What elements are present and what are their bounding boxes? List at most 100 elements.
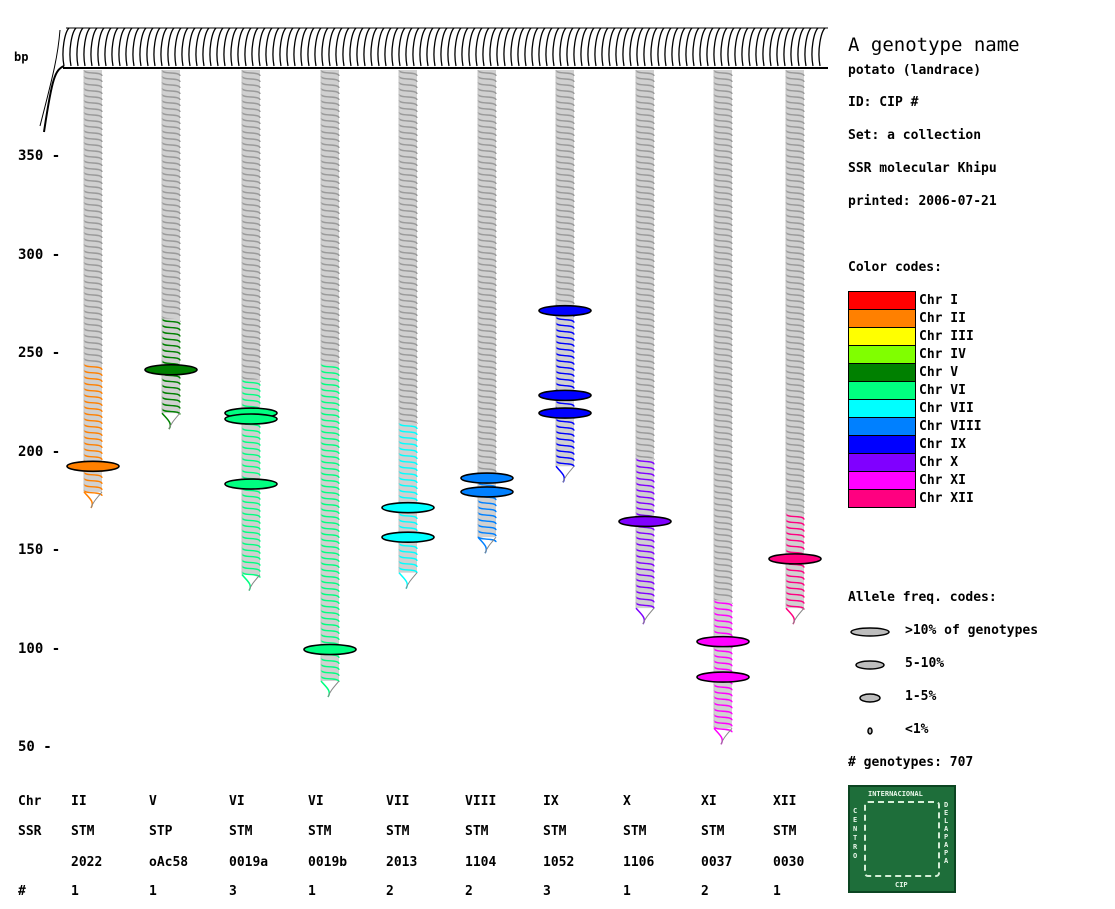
legend-swatch (848, 417, 916, 436)
khipu-diagram (39, 27, 828, 745)
logo-bottom-text: CIP (895, 881, 908, 889)
column-count: 3 (543, 884, 551, 899)
column-ssr-id: 1106 (623, 855, 655, 870)
collection-set: Set: a collection (848, 128, 982, 143)
column-count: 1 (308, 884, 316, 899)
legend-row: Chr VII (848, 399, 983, 418)
strand-tail (713, 727, 724, 745)
legend-row: Chr VIII (848, 417, 983, 436)
column-count: 2 (701, 884, 709, 899)
allele-knot (618, 515, 672, 528)
allele-knot (381, 531, 435, 544)
marker-strand (538, 69, 592, 483)
logo-right-text: DE LA PAPA (944, 801, 949, 865)
top-rope (62, 27, 828, 69)
legend-swatch (848, 453, 916, 472)
column-ssr-id: 0030 (773, 855, 805, 870)
legend-row: Chr IX (848, 435, 983, 454)
column-chr: VIII (465, 794, 497, 809)
column-count: 1 (773, 884, 781, 899)
legend-label: Chr III (919, 329, 974, 344)
legend-swatch (848, 345, 916, 364)
column-ssr-id: 1104 (465, 855, 497, 870)
legend-row: Chr IV (848, 345, 983, 364)
legend-swatch (848, 363, 916, 382)
y-tick-label: 100 - (18, 640, 61, 657)
column-ssr-id: 0037 (701, 855, 733, 870)
legend-label: Chr XII (919, 491, 974, 506)
freq-symbol (867, 727, 873, 735)
column-ssr-prefix: STM (623, 824, 647, 839)
column-ssr-id: oAc58 (149, 855, 189, 870)
column-ssr-prefix: STP (149, 824, 173, 839)
column-count: 2 (386, 884, 394, 899)
column-chr: VI (308, 794, 324, 809)
column-ssr-prefix: STM (71, 824, 95, 839)
legend-label: Chr XI (919, 473, 966, 488)
row-label-chr: Chr (18, 794, 42, 809)
legend-label: Chr II (919, 311, 966, 326)
column-ssr-prefix: STM (386, 824, 410, 839)
legend-label: Chr VIII (919, 419, 982, 434)
allele-freq-legend (850, 627, 890, 735)
y-tick-label: 350 - (18, 148, 61, 164)
legend-label: Chr IV (919, 347, 966, 362)
strand-tail (161, 412, 172, 430)
legend-swatch (848, 489, 916, 508)
logo-left-text: CENTRO (853, 807, 858, 860)
allele-knot (696, 671, 750, 683)
marker-strand (381, 69, 435, 590)
legend-swatch (848, 435, 916, 454)
legend-swatch (848, 309, 916, 328)
column-count: 2 (465, 884, 473, 899)
column-ssr-prefix: STM (773, 824, 797, 839)
marker-strand (144, 69, 198, 430)
logo-top-text: INTERNACIONAL (868, 790, 923, 798)
legend-swatch (848, 291, 916, 310)
legend-row: Chr X (848, 453, 983, 472)
allele-knot (66, 460, 120, 473)
rope-tail (43, 65, 65, 133)
allele-knot (381, 501, 435, 514)
allele-knot (696, 635, 750, 648)
strand-tail (241, 574, 252, 592)
legend-label: Chr I (919, 293, 959, 308)
column-ssr-id: 0019a (229, 855, 269, 870)
column-chr: V (149, 794, 157, 809)
strand-tail (555, 465, 566, 483)
column-chr: X (623, 794, 631, 809)
legend-swatch (848, 381, 916, 400)
allele-knot (538, 389, 592, 402)
freq-symbol (859, 693, 881, 703)
legend-label: Chr X (919, 455, 959, 470)
row-label-ssr: SSR (18, 824, 42, 839)
column-ssr-id: 2013 (386, 855, 418, 870)
genotype-subtitle: potato (landrace) (848, 63, 982, 78)
legend-row: Chr III (848, 327, 983, 346)
freq-label: >10% of genotypes (905, 623, 1039, 638)
legend-label: Chr V (919, 365, 959, 380)
y-tick-label: 200 - (18, 443, 61, 460)
axis-unit: bp (14, 50, 29, 64)
allele-knot (768, 553, 822, 565)
column-chr: VI (229, 794, 245, 809)
marker-strand (224, 69, 278, 592)
column-chr: XII (773, 794, 797, 809)
legend-label: Chr VI (919, 383, 966, 398)
method-line: SSR molecular Khipu (848, 161, 997, 176)
column-chr: VII (386, 794, 410, 809)
allele-knot (538, 407, 592, 419)
y-tick-label: 250 - (18, 345, 61, 361)
column-ssr-prefix: STM (543, 824, 567, 839)
cip-logo: INTERNACIONAL CENTRO DE LA PAPA CIP (848, 785, 956, 893)
legend-row: Chr II (848, 309, 983, 328)
marker-strand (618, 69, 672, 625)
legend-row: Chr VI (848, 381, 983, 400)
column-ssr-prefix: STM (229, 824, 253, 839)
allele-knot (303, 643, 357, 656)
legend-swatch (848, 399, 916, 418)
allele-knot (460, 472, 514, 484)
freq-label: 5-10% (905, 656, 945, 671)
legend-swatch (848, 327, 916, 346)
marker-strand (768, 69, 822, 625)
